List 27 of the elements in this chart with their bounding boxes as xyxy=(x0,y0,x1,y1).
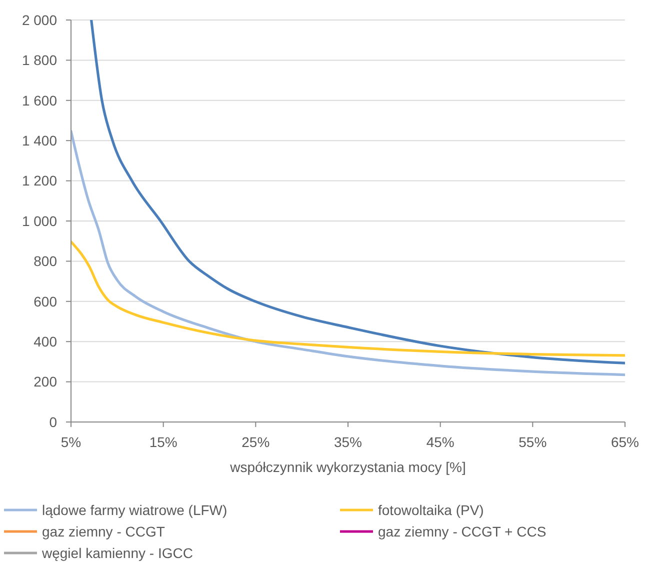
y-tick-label: 200 xyxy=(34,374,58,390)
y-tick-label: 2 000 xyxy=(22,12,58,28)
legend-label: gaz ziemny - CCGT xyxy=(42,523,166,540)
legend-label: gaz ziemny - CCGT + CCS xyxy=(378,523,546,540)
x-tick-label: 25% xyxy=(242,434,270,450)
line-series xyxy=(71,130,625,376)
x-tick-label: 45% xyxy=(426,434,454,450)
y-tick-label: 800 xyxy=(34,253,58,270)
x-axis-title: współczynnik wykorzystania mocy [%] xyxy=(229,459,466,475)
y-tick-label: 600 xyxy=(34,293,58,310)
x-tick-label: 65% xyxy=(610,434,640,450)
y-tick-label: 1 200 xyxy=(22,172,58,189)
y-tick-label: 1 000 xyxy=(22,212,58,229)
x-tick-label: 15% xyxy=(149,434,178,450)
y-tick-label: 1 600 xyxy=(22,92,58,108)
y-tick-label: 0 xyxy=(49,414,58,430)
legend-label: fotowoltaika (PV) xyxy=(378,502,484,518)
x-tick-label: 5% xyxy=(60,434,82,450)
x-tick-label: 35% xyxy=(334,434,362,450)
y-tick-label: 1 400 xyxy=(22,132,58,148)
legend-label: lądowe farmy wiatrowe (LFW) xyxy=(42,502,228,518)
line-series xyxy=(90,20,625,364)
y-tick-label: 400 xyxy=(34,334,58,350)
legend-label: węgiel kamienny - IGCC xyxy=(41,544,193,561)
line-series xyxy=(71,240,625,357)
x-tick-label: 55% xyxy=(518,434,547,450)
y-tick-label: 1 800 xyxy=(22,52,58,68)
